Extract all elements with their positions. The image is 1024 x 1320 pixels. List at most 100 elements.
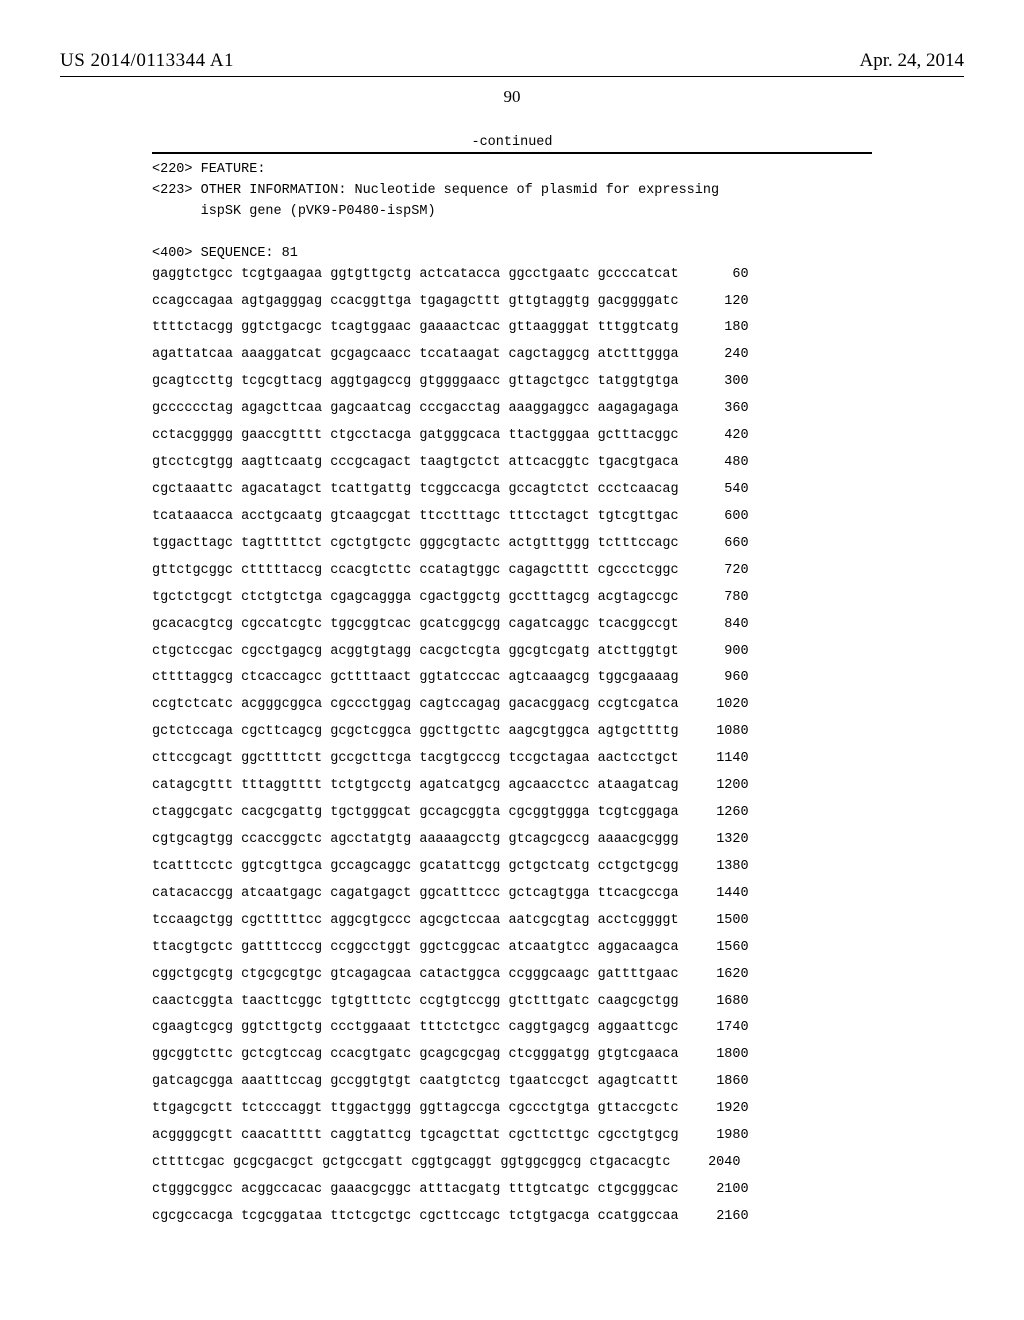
feature-line: ispSK gene (pVK9-P0480-ispSM) — [152, 204, 436, 219]
sequence-position: 1920 — [699, 1099, 749, 1120]
sequence-position: 1680 — [699, 992, 749, 1013]
sequence-position: 720 — [699, 561, 749, 582]
page-number: 90 — [60, 87, 964, 107]
feature-line: <223> OTHER INFORMATION: Nucleotide sequ… — [152, 183, 719, 198]
sequence-groups: ctgctccgac cgcctgagcg acggtgtagg cacgctc… — [152, 642, 679, 663]
sequence-groups: cttttaggcg ctcaccagcc gcttttaact ggtatcc… — [152, 668, 679, 689]
sequence-groups: tggacttagc tagtttttct cgctgtgctc gggcgta… — [152, 534, 679, 555]
sequence-groups: gatcagcgga aaatttccag gccggtgtgt caatgtc… — [152, 1072, 679, 1093]
sequence-position: 1020 — [699, 695, 749, 716]
sequence-position: 2100 — [699, 1180, 749, 1201]
sequence-top-rule — [152, 152, 872, 154]
sequence-row: acggggcgtt caacattttt caggtattcg tgcagct… — [152, 1126, 872, 1147]
sequence-position: 480 — [699, 453, 749, 474]
sequence-position: 840 — [699, 615, 749, 636]
sequence-row: tgctctgcgt ctctgtctga cgagcaggga cgactgg… — [152, 588, 872, 609]
sequence-position: 1980 — [699, 1126, 749, 1147]
sequence-position: 1740 — [699, 1018, 749, 1039]
sequence-row: cgaagtcgcg ggtcttgctg ccctggaaat tttctct… — [152, 1018, 872, 1039]
sequence-groups: cttccgcagt ggcttttctt gccgcttcga tacgtgc… — [152, 749, 679, 770]
sequence-row: ttgagcgctt tctcccaggt ttggactggg ggttagc… — [152, 1099, 872, 1120]
sequence-groups: gttctgcggc ctttttaccg ccacgtcttc ccatagt… — [152, 561, 679, 582]
sequence-groups: ccgtctcatc acgggcggca cgccctggag cagtcca… — [152, 695, 679, 716]
sequence-groups: cgcgccacga tcgcggataa ttctcgctgc cgcttcc… — [152, 1207, 679, 1228]
sequence-row: gcccccctag agagcttcaa gagcaatcag cccgacc… — [152, 399, 872, 420]
sequence-position: 180 — [699, 318, 749, 339]
sequence-position: 1860 — [699, 1072, 749, 1093]
sequence-position: 1140 — [699, 749, 749, 770]
row-spacer — [152, 1228, 872, 1234]
sequence-groups: ttttctacgg ggtctgacgc tcagtggaac gaaaact… — [152, 318, 679, 339]
sequence-position: 1800 — [699, 1045, 749, 1066]
sequence-row: cttttcgac gcgcgacgct gctgccgatt cggtgcag… — [152, 1153, 872, 1174]
sequence-groups: acggggcgtt caacattttt caggtattcg tgcagct… — [152, 1126, 679, 1147]
sequence-position: 1500 — [699, 911, 749, 932]
sequence-row: gctctccaga cgcttcagcg gcgctcggca ggcttgc… — [152, 722, 872, 743]
sequence-row: cgctaaattc agacatagct tcattgattg tcggcca… — [152, 480, 872, 501]
sequence-position: 660 — [699, 534, 749, 555]
sequence-position: 600 — [699, 507, 749, 528]
sequence-row: ctgctccgac cgcctgagcg acggtgtagg cacgctc… — [152, 642, 872, 663]
sequence-row: ggcggtcttc gctcgtccag ccacgtgatc gcagcgc… — [152, 1045, 872, 1066]
sequence-groups: gaggtctgcc tcgtgaagaa ggtgttgctg actcata… — [152, 265, 679, 286]
sequence-table: gaggtctgcc tcgtgaagaa ggtgttgctg actcata… — [152, 265, 872, 1234]
sequence-row: agattatcaa aaaggatcat gcgagcaacc tccataa… — [152, 345, 872, 366]
feature-line: <400> SEQUENCE: 81 — [152, 246, 298, 261]
sequence-position: 1320 — [699, 830, 749, 851]
sequence-groups: cgaagtcgcg ggtcttgctg ccctggaaat tttctct… — [152, 1018, 679, 1039]
sequence-position: 1260 — [699, 803, 749, 824]
sequence-groups: caactcggta taacttcggc tgtgtttctc ccgtgtc… — [152, 992, 679, 1013]
sequence-groups: gctctccaga cgcttcagcg gcgctcggca ggcttgc… — [152, 722, 679, 743]
sequence-groups: ctaggcgatc cacgcgattg tgctgggcat gccagcg… — [152, 803, 679, 824]
sequence-row: ttacgtgctc gattttcccg ccggcctggt ggctcgg… — [152, 938, 872, 959]
header-rule — [60, 76, 964, 77]
sequence-position: 2040 — [690, 1153, 740, 1174]
sequence-row: cctacggggg gaaccgtttt ctgcctacga gatgggc… — [152, 426, 872, 447]
sequence-position: 300 — [699, 372, 749, 393]
sequence-groups: catagcgttt tttaggtttt tctgtgcctg agatcat… — [152, 776, 679, 797]
sequence-position: 1440 — [699, 884, 749, 905]
sequence-groups: agattatcaa aaaggatcat gcgagcaacc tccataa… — [152, 345, 679, 366]
sequence-position: 1620 — [699, 965, 749, 986]
sequence-position: 60 — [699, 265, 749, 286]
feature-block: <220> FEATURE: <223> OTHER INFORMATION: … — [152, 160, 872, 265]
sequence-position: 960 — [699, 668, 749, 689]
sequence-position: 780 — [699, 588, 749, 609]
sequence-row: gatcagcgga aaatttccag gccggtgtgt caatgtc… — [152, 1072, 872, 1093]
sequence-row: cttttaggcg ctcaccagcc gcttttaact ggtatcc… — [152, 668, 872, 689]
sequence-groups: ccagccagaa agtgagggag ccacggttga tgagagc… — [152, 292, 679, 313]
sequence-groups: tccaagctgg cgctttttcc aggcgtgccc agcgctc… — [152, 911, 679, 932]
sequence-row: ctgggcggcc acggccacac gaaacgcggc atttacg… — [152, 1180, 872, 1201]
page-header: US 2014/0113344 A1 Apr. 24, 2014 — [60, 50, 964, 72]
sequence-groups: ttacgtgctc gattttcccg ccggcctggt ggctcgg… — [152, 938, 679, 959]
page: US 2014/0113344 A1 Apr. 24, 2014 90 -con… — [0, 0, 1024, 1320]
sequence-row: caactcggta taacttcggc tgtgtttctc ccgtgtc… — [152, 992, 872, 1013]
sequence-groups: ctgggcggcc acggccacac gaaacgcggc atttacg… — [152, 1180, 679, 1201]
sequence-row: tggacttagc tagtttttct cgctgtgctc gggcgta… — [152, 534, 872, 555]
sequence-groups: gtcctcgtgg aagttcaatg cccgcagact taagtgc… — [152, 453, 679, 474]
sequence-row: ccagccagaa agtgagggag ccacggttga tgagagc… — [152, 292, 872, 313]
sequence-groups: tgctctgcgt ctctgtctga cgagcaggga cgactgg… — [152, 588, 679, 609]
sequence-groups: tcatttcctc ggtcgttgca gccagcaggc gcatatt… — [152, 857, 679, 878]
sequence-row: tcatttcctc ggtcgttgca gccagcaggc gcatatt… — [152, 857, 872, 878]
sequence-position: 540 — [699, 480, 749, 501]
sequence-row: catacaccgg atcaatgagc cagatgagct ggcattt… — [152, 884, 872, 905]
sequence-groups: cttttcgac gcgcgacgct gctgccgatt cggtgcag… — [152, 1153, 670, 1174]
sequence-row: tcataaacca acctgcaatg gtcaagcgat ttccttt… — [152, 507, 872, 528]
sequence-position: 2160 — [699, 1207, 749, 1228]
sequence-position: 1200 — [699, 776, 749, 797]
sequence-row: gcagtccttg tcgcgttacg aggtgagccg gtgggga… — [152, 372, 872, 393]
sequence-groups: gcagtccttg tcgcgttacg aggtgagccg gtgggga… — [152, 372, 679, 393]
sequence-row: gttctgcggc ctttttaccg ccacgtcttc ccatagt… — [152, 561, 872, 582]
sequence-groups: cgctaaattc agacatagct tcattgattg tcggcca… — [152, 480, 679, 501]
sequence-row: gtcctcgtgg aagttcaatg cccgcagact taagtgc… — [152, 453, 872, 474]
sequence-row: gaggtctgcc tcgtgaagaa ggtgttgctg actcata… — [152, 265, 872, 286]
sequence-row: catagcgttt tttaggtttt tctgtgcctg agatcat… — [152, 776, 872, 797]
sequence-row: cgtgcagtgg ccaccggctc agcctatgtg aaaaagc… — [152, 830, 872, 851]
sequence-position: 360 — [699, 399, 749, 420]
sequence-row: ctaggcgatc cacgcgattg tgctgggcat gccagcg… — [152, 803, 872, 824]
sequence-position: 120 — [699, 292, 749, 313]
sequence-groups: gcacacgtcg cgccatcgtc tggcggtcac gcatcgg… — [152, 615, 679, 636]
sequence-position: 1560 — [699, 938, 749, 959]
sequence-row: gcacacgtcg cgccatcgtc tggcggtcac gcatcgg… — [152, 615, 872, 636]
